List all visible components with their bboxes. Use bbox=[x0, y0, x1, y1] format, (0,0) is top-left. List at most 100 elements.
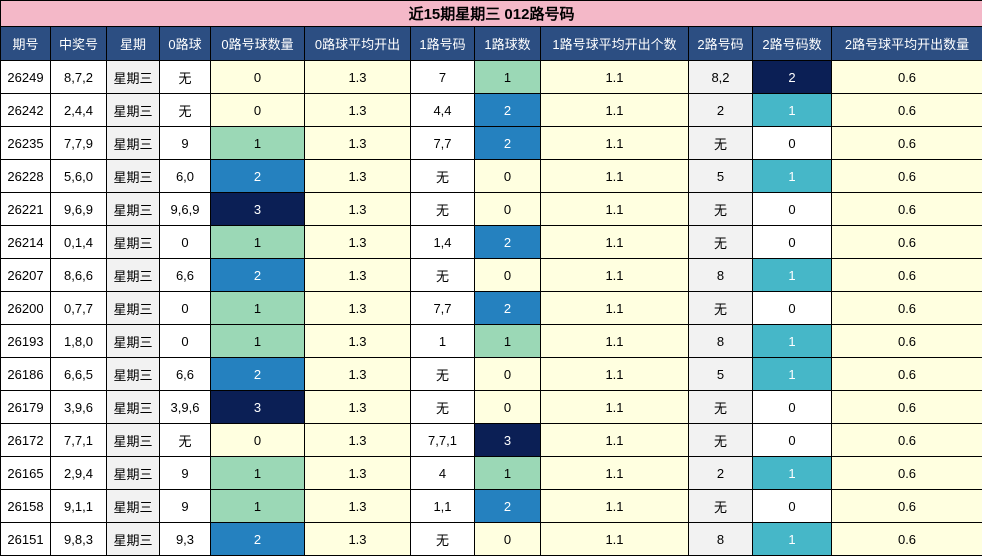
table-cell: 2,4,4 bbox=[50, 93, 107, 127]
table-cell: 0 bbox=[752, 192, 832, 226]
table-cell: 无 bbox=[688, 489, 753, 523]
table-cell: 无 bbox=[688, 225, 753, 259]
table-cell: 1.3 bbox=[304, 192, 411, 226]
table-cell: 26221 bbox=[0, 192, 51, 226]
table-row: 26214 0,1,4 星期三 0 1 1.3 1,4 2 1.1 无 0 0.6 bbox=[0, 225, 982, 259]
table-cell: 4,4 bbox=[410, 93, 475, 127]
table-row: 26249 8,7,2 星期三无 0 1.3 7 1 1.1 8,2 2 0.6 bbox=[0, 60, 982, 94]
column-header: 期号 bbox=[0, 26, 51, 61]
table-cell: 2 bbox=[752, 60, 832, 94]
table-row: 26235 7,7,9 星期三 9 1 1.3 7,7 2 1.1 无 0 0.6 bbox=[0, 126, 982, 160]
table-cell: 26207 bbox=[0, 258, 51, 292]
table-cell: 1.3 bbox=[304, 489, 411, 523]
table-cell: 1.3 bbox=[304, 324, 411, 358]
table-cell: 1 bbox=[474, 456, 541, 490]
column-header: 星期 bbox=[106, 26, 160, 61]
table-cell: 1.3 bbox=[304, 390, 411, 424]
table-cell: 3 bbox=[210, 192, 305, 226]
table-cell: 0.6 bbox=[830, 357, 982, 391]
table-cell: 无 bbox=[688, 126, 753, 160]
table-cell: 0 bbox=[752, 225, 832, 259]
table-cell: 7,7,9 bbox=[50, 126, 107, 160]
header-row: 期号 中奖号 星期 0路球 0路号球数量 0路球平均开出 1路号码 1路球数 1路号球平均开出个… bbox=[0, 26, 982, 61]
table-cell: 星期三 bbox=[106, 225, 160, 259]
table-cell: 1.3 bbox=[304, 126, 411, 160]
column-header: 2路号码数 bbox=[752, 26, 832, 61]
table-cell: 1.1 bbox=[540, 159, 689, 193]
table-cell: 星期三 bbox=[106, 489, 160, 523]
table-cell: 1,1 bbox=[410, 489, 475, 523]
table-cell: 26165 bbox=[0, 456, 51, 490]
table-row: 26165 2,9,4 星期三 9 1 1.3 4 1 1.1 2 1 0.6 bbox=[0, 456, 982, 490]
table-cell: 8 bbox=[688, 324, 753, 358]
table-cell: 无 bbox=[410, 258, 475, 292]
table-cell: 9,8,3 bbox=[50, 522, 107, 556]
table-cell: 26228 bbox=[0, 159, 51, 193]
table-cell: 1.3 bbox=[304, 291, 411, 325]
table-cell: 2 bbox=[474, 225, 541, 259]
table-cell: 2 bbox=[210, 522, 305, 556]
table-cell: 0.6 bbox=[830, 258, 982, 292]
table-cell: 26151 bbox=[0, 522, 51, 556]
table-cell: 7,7 bbox=[410, 291, 475, 325]
table-row: 26200 0,7,7 星期三 0 1 1.3 7,7 2 1.1 无 0 0.6 bbox=[0, 291, 982, 325]
table-cell: 无 bbox=[159, 93, 211, 127]
table-cell: 1.1 bbox=[540, 291, 689, 325]
table-cell: 0 bbox=[210, 423, 305, 457]
table-cell: 1.3 bbox=[304, 423, 411, 457]
table-cell: 0,1,4 bbox=[50, 225, 107, 259]
column-header: 0路球 bbox=[159, 26, 211, 61]
table-cell: 9 bbox=[159, 126, 211, 160]
table-cell: 8 bbox=[688, 258, 753, 292]
table-cell: 9 bbox=[159, 489, 211, 523]
table-cell: 0.6 bbox=[830, 192, 982, 226]
table-cell: 无 bbox=[159, 423, 211, 457]
table-row: 26193 1,8,0 星期三 0 1 1.3 1 1 1.1 8 1 0.6 bbox=[0, 324, 982, 358]
table-cell: 0 bbox=[210, 60, 305, 94]
table-cell: 0 bbox=[474, 357, 541, 391]
table-cell: 1.1 bbox=[540, 357, 689, 391]
table-cell: 3,9,6 bbox=[159, 390, 211, 424]
table-cell: 2 bbox=[688, 456, 753, 490]
table-cell: 1.3 bbox=[304, 225, 411, 259]
table-cell: 0.6 bbox=[830, 390, 982, 424]
table-cell: 1 bbox=[752, 522, 832, 556]
table-cell: 2 bbox=[474, 93, 541, 127]
table-cell: 9,1,1 bbox=[50, 489, 107, 523]
table-cell: 0.6 bbox=[830, 489, 982, 523]
table-cell: 3 bbox=[210, 390, 305, 424]
table-cell: 1.1 bbox=[540, 225, 689, 259]
table-cell: 星期三 bbox=[106, 456, 160, 490]
table-cell: 星期三 bbox=[106, 258, 160, 292]
table-cell: 26158 bbox=[0, 489, 51, 523]
table-cell: 26249 bbox=[0, 60, 51, 94]
table-cell: 9,3 bbox=[159, 522, 211, 556]
table-cell: 0 bbox=[474, 390, 541, 424]
table-cell: 1 bbox=[210, 225, 305, 259]
table-cell: 1.1 bbox=[540, 522, 689, 556]
table-cell: 26242 bbox=[0, 93, 51, 127]
table-cell: 0 bbox=[159, 291, 211, 325]
table-row: 26207 8,6,6 星期三 6,6 2 1.3 无 0 1.1 8 1 0.6 bbox=[0, 258, 982, 292]
table-cell: 1 bbox=[210, 324, 305, 358]
table-cell: 9 bbox=[159, 456, 211, 490]
table-cell: 无 bbox=[410, 357, 475, 391]
table-cell: 5,6,0 bbox=[50, 159, 107, 193]
table-cell: 1.3 bbox=[304, 522, 411, 556]
table-cell: 5 bbox=[688, 159, 753, 193]
table-cell: 0.6 bbox=[830, 456, 982, 490]
table-cell: 0,7,7 bbox=[50, 291, 107, 325]
table-cell: 星期三 bbox=[106, 390, 160, 424]
table-title: 近15期星期三 012路号码 bbox=[0, 0, 982, 27]
table-cell: 26214 bbox=[0, 225, 51, 259]
table-cell: 0.6 bbox=[830, 522, 982, 556]
table-cell: 1.1 bbox=[540, 423, 689, 457]
table-cell: 7,7 bbox=[410, 126, 475, 160]
table-cell: 4 bbox=[410, 456, 475, 490]
table-cell: 0.6 bbox=[830, 423, 982, 457]
table-row: 26228 5,6,0 星期三 6,0 2 1.3 无 0 1.1 5 1 0.6 bbox=[0, 159, 982, 193]
table-cell: 2 bbox=[474, 489, 541, 523]
table-row: 26186 6,6,5 星期三 6,6 2 1.3 无 0 1.1 5 1 0.6 bbox=[0, 357, 982, 391]
table-cell: 26200 bbox=[0, 291, 51, 325]
table-cell: 6,6 bbox=[159, 258, 211, 292]
